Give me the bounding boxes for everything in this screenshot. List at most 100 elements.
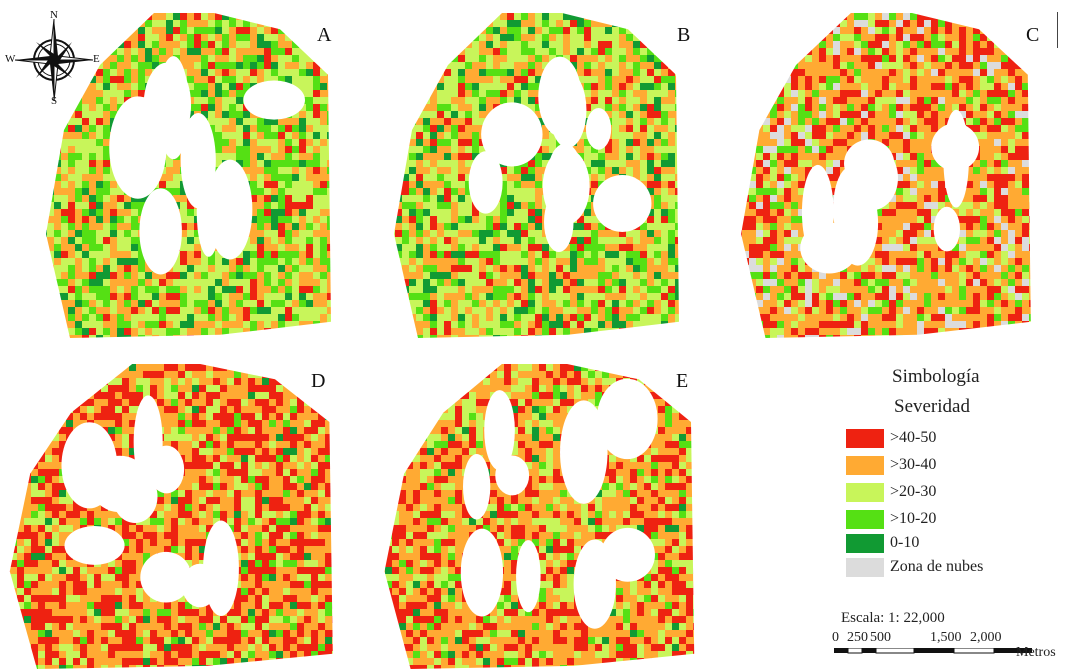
severity-cell [528,55,535,62]
severity-cell [647,111,654,118]
severity-cell [173,300,180,307]
severity-cell [647,132,654,139]
severity-cell [549,34,556,41]
severity-cell [334,76,340,83]
severity-cell [535,62,542,69]
severity-cell [577,300,584,307]
severity-cell [805,76,812,83]
severity-cell [451,293,458,300]
severity-cell [493,300,500,307]
severity-cell [500,279,507,286]
severity-cell [187,13,194,20]
severity-cell [1022,97,1029,104]
severity-cell [416,272,423,279]
severity-cell [89,209,96,216]
severity-cell [257,174,264,181]
severity-cell [117,314,124,321]
severity-cell [889,20,896,27]
severity-cell [668,328,675,335]
severity-cell [521,209,528,216]
severity-cell [479,97,486,104]
severity-cell [868,62,875,69]
severity-cell [437,314,444,321]
severity-cell [987,69,994,76]
severity-cell [68,132,75,139]
severity-cell [1036,118,1040,125]
severity-cell [299,13,306,20]
severity-cell [959,34,966,41]
severity-cell [437,209,444,216]
severity-cell [619,328,626,335]
severity-cell [82,174,89,181]
severity-cell [605,174,612,181]
severity-cell [584,314,591,321]
severity-cell [612,293,619,300]
severity-cell [395,258,402,265]
severity-cell [647,244,654,251]
severity-cell [75,174,82,181]
severity-cell [110,216,117,223]
severity-cell [68,314,75,321]
severity-cell [661,20,668,27]
severity-cell [285,244,292,251]
severity-cell [917,97,924,104]
severity-cell [187,90,194,97]
severity-cell [320,153,327,160]
severity-cell [521,34,528,41]
severity-cell [591,279,598,286]
severity-cell [278,167,285,174]
severity-cell [243,139,250,146]
severity-cell [661,90,668,97]
severity-cell [584,153,591,160]
severity-cell [647,125,654,132]
severity-cell [647,139,654,146]
severity-cell [180,293,187,300]
severity-cell [313,272,320,279]
severity-cell [180,223,187,230]
severity-cell [640,146,647,153]
severity-cell [320,223,327,230]
severity-cell [1022,62,1029,69]
severity-cell [577,20,584,27]
severity-cell [770,62,777,69]
severity-cell [486,69,493,76]
severity-cell [334,41,340,48]
severity-cell [741,76,742,83]
severity-cell [507,27,514,34]
severity-cell [945,83,952,90]
severity-cell [124,244,131,251]
severity-cell [584,62,591,69]
severity-cell [334,272,340,279]
severity-cell [180,216,187,223]
severity-cell [278,293,285,300]
severity-cell [250,48,257,55]
severity-cell [668,286,675,293]
severity-cell [409,20,416,27]
severity-cell [854,20,861,27]
severity-cell [430,209,437,216]
severity-cell [215,111,222,118]
severity-cell [208,111,215,118]
severity-cell [612,237,619,244]
severity-cell [612,69,619,76]
severity-cell [320,202,327,209]
severity-cell [61,272,68,279]
severity-cell [584,69,591,76]
severity-cell [68,258,75,265]
severity-cell [327,293,331,300]
severity-cell [661,104,668,111]
severity-cell [647,251,654,258]
severity-cell [791,83,798,90]
severity-cell [278,76,285,83]
severity-cell [313,244,320,251]
severity-cell [1022,76,1029,83]
severity-cell [584,321,591,328]
severity-cell [791,111,798,118]
severity-cell [103,41,110,48]
severity-cell [327,335,331,338]
severity-cell [570,293,577,300]
severity-cell [605,279,612,286]
severity-cell [215,90,222,97]
severity-cell [96,258,103,265]
severity-cell [682,195,688,202]
